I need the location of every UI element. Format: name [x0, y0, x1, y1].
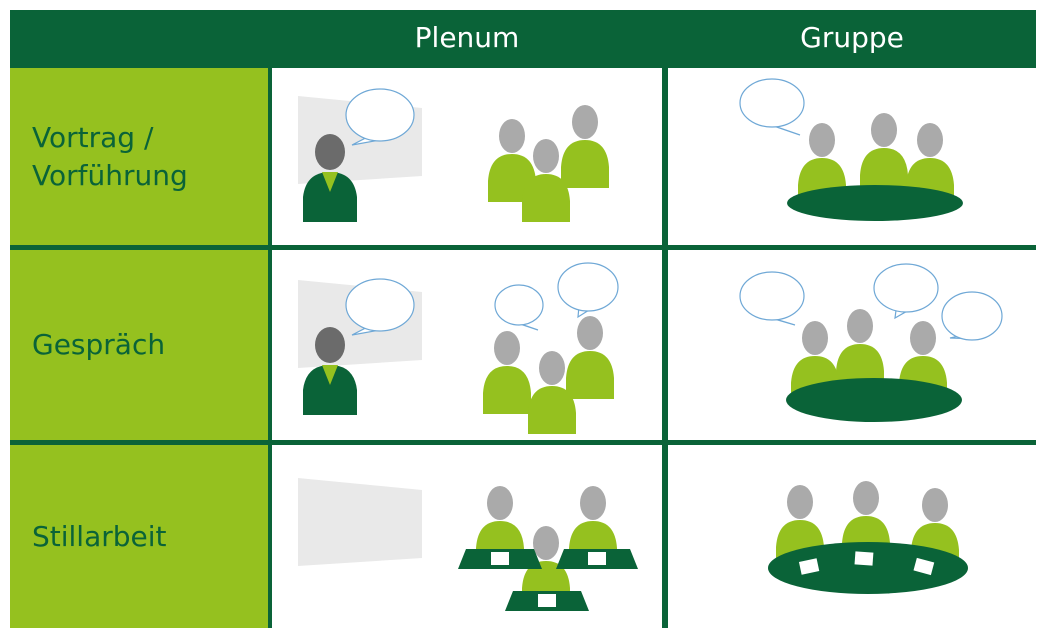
person-head	[533, 139, 559, 173]
speech-bubble	[345, 88, 415, 142]
person-head	[922, 488, 948, 522]
presenter-body	[303, 365, 357, 415]
person-head	[577, 316, 603, 350]
speech-bubble-tail	[580, 303, 589, 311]
speech-bubble	[494, 284, 544, 326]
round-table	[786, 378, 962, 422]
person-body	[528, 386, 576, 434]
person-body	[522, 174, 570, 222]
paper	[588, 552, 606, 565]
paper	[854, 551, 874, 566]
round-table	[787, 185, 963, 221]
speech-bubble-tail	[964, 332, 973, 340]
person-head	[809, 123, 835, 157]
person-head	[494, 331, 520, 365]
column-header: Gruppe	[800, 21, 904, 54]
person-head	[847, 309, 873, 343]
person-head	[499, 119, 525, 153]
row-header: Gespräch	[10, 250, 268, 440]
paper	[491, 552, 509, 565]
person-head	[853, 481, 879, 515]
person-head	[572, 105, 598, 139]
paper	[538, 594, 556, 607]
person-head	[580, 486, 606, 520]
speech-bubble-tail	[512, 318, 520, 325]
person-head	[871, 113, 897, 147]
speech-bubble	[739, 271, 805, 321]
screen	[298, 478, 422, 566]
person-head	[910, 321, 936, 355]
person-body	[561, 140, 609, 188]
person-body	[483, 366, 531, 414]
speech-bubble	[941, 291, 1003, 341]
person-head	[539, 351, 565, 385]
paper	[798, 558, 820, 575]
person-head	[533, 526, 559, 560]
presenter-collar	[322, 172, 338, 192]
presenter-collar	[322, 365, 338, 385]
speech-bubble-tail	[371, 133, 381, 141]
presenter-body	[303, 172, 357, 222]
paper	[913, 557, 935, 576]
speech-bubble-tail	[763, 119, 773, 127]
speech-bubble	[873, 263, 939, 313]
row-header: Vortrag / Vorführung	[10, 68, 268, 245]
speech-bubble	[739, 78, 805, 128]
table: Plenum Gruppe Vortrag / Vorführung Gespr…	[10, 10, 1036, 628]
speech-bubble	[557, 262, 619, 312]
person-head	[802, 321, 828, 355]
speech-bubble	[345, 278, 415, 332]
column-header: Plenum	[414, 21, 520, 54]
person-body	[860, 148, 908, 196]
presenter-head	[315, 134, 345, 170]
person-head	[917, 123, 943, 157]
speech-bubble-tail	[371, 323, 381, 331]
person-head	[787, 485, 813, 519]
speech-bubble-tail	[897, 304, 907, 312]
person-head	[487, 486, 513, 520]
round-table	[768, 542, 968, 594]
presenter-head	[315, 327, 345, 363]
row-header: Stillarbeit	[10, 445, 268, 628]
speech-bubble-tail	[763, 312, 773, 320]
person-body	[566, 351, 614, 399]
